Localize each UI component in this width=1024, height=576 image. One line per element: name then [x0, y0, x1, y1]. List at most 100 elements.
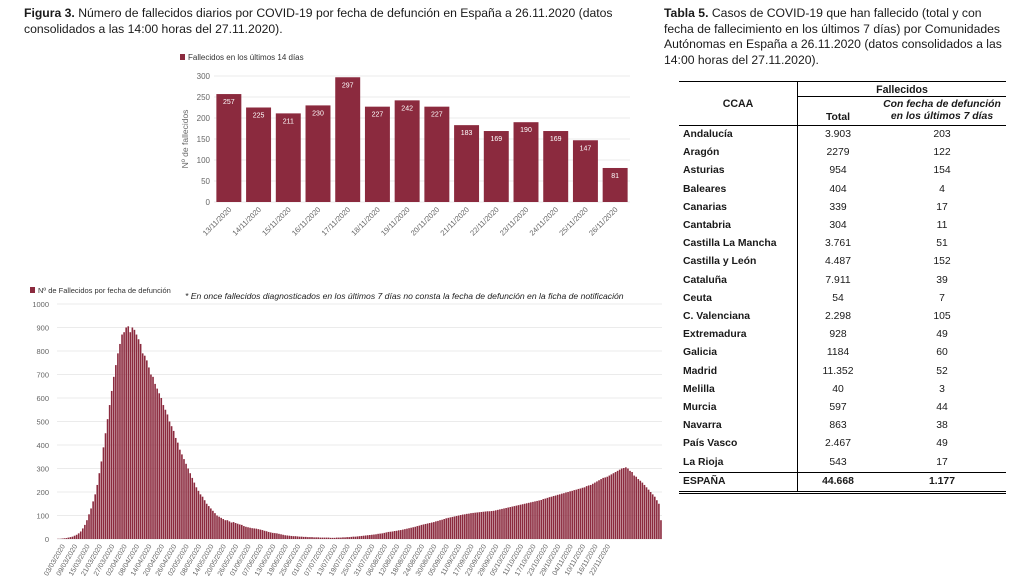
bar	[348, 537, 350, 539]
bar	[298, 536, 301, 539]
bar	[146, 360, 148, 539]
bar	[571, 490, 573, 539]
x-tick-label: 23/11/2020	[498, 205, 531, 238]
bar	[156, 388, 158, 539]
table-row: Cataluña 7.911 39	[679, 271, 1006, 290]
x-tick-label: 15/11/2020	[260, 205, 293, 238]
bar	[296, 536, 299, 539]
bar	[63, 538, 66, 539]
bar	[100, 461, 103, 539]
ccaa-name: Baleares	[683, 183, 727, 195]
ccaa-recent: 3	[939, 383, 945, 395]
bar	[517, 505, 520, 539]
bar	[397, 530, 400, 539]
bar	[319, 537, 322, 539]
bar	[158, 393, 161, 539]
bar	[274, 533, 276, 539]
bar	[393, 531, 396, 539]
bar	[110, 390, 113, 539]
bar	[133, 329, 136, 539]
bar	[402, 529, 404, 539]
bar	[470, 513, 472, 539]
bar	[451, 516, 454, 539]
bar	[181, 454, 183, 539]
bar	[108, 405, 111, 539]
ccaa-name: Cantabria	[683, 220, 731, 232]
bar	[602, 477, 604, 539]
bar	[412, 527, 414, 539]
bar	[622, 468, 625, 539]
bar	[141, 353, 144, 539]
bar	[513, 506, 516, 539]
table-row: La Rioja 543 17	[679, 453, 1006, 473]
bar	[443, 519, 445, 539]
bar	[294, 536, 297, 539]
data-label: 225	[253, 113, 265, 120]
bar	[313, 537, 315, 539]
bar	[445, 518, 448, 539]
table-row: País Vasco 2.467 49	[679, 435, 1006, 454]
bar	[331, 537, 334, 539]
bar	[656, 500, 658, 539]
bar	[391, 531, 394, 539]
bar	[422, 524, 425, 539]
bar	[474, 512, 476, 539]
bar	[174, 437, 177, 539]
bar	[309, 537, 311, 539]
bar	[154, 383, 156, 539]
ccaa-table: CCAA Fallecidos Total Con fecha de defun…	[679, 81, 1006, 495]
bar	[230, 522, 233, 539]
bar	[327, 537, 330, 539]
y-tick-label: 400	[36, 441, 49, 450]
bar	[577, 488, 580, 539]
bar	[271, 532, 274, 539]
bar	[478, 512, 481, 539]
ccaa-name: Aragón	[683, 147, 720, 159]
table-row: Extremadura 928 49	[679, 326, 1006, 345]
bar	[280, 534, 282, 539]
bar	[511, 506, 514, 539]
bar	[542, 499, 545, 539]
bar	[513, 122, 539, 202]
bar	[183, 459, 185, 539]
ccaa-recent: 7	[939, 292, 945, 304]
bar	[546, 497, 549, 539]
data-label: 227	[372, 112, 384, 119]
bar	[354, 536, 357, 539]
bar	[356, 536, 359, 539]
bar	[592, 483, 594, 539]
data-label: 81	[611, 173, 619, 180]
bar	[284, 535, 286, 539]
ccaa-recent: 105	[933, 311, 951, 323]
bar	[86, 520, 88, 539]
bar	[534, 501, 536, 539]
table-row: Asturias 954 154	[679, 162, 1006, 181]
bar	[164, 409, 167, 539]
ccaa-recent: 44	[936, 402, 948, 414]
total-name: ESPAÑA	[679, 471, 798, 495]
bar	[484, 511, 487, 539]
bar	[344, 537, 346, 539]
bar	[651, 494, 654, 539]
bar	[377, 533, 379, 539]
ccaa-total: 40	[797, 380, 878, 400]
bar	[193, 482, 196, 539]
bar	[96, 484, 99, 539]
ccaa-total: 304	[797, 217, 878, 236]
bar	[338, 537, 340, 539]
legend-swatch	[30, 287, 35, 293]
bar	[548, 497, 551, 539]
figure-title-label: Figura 3.	[24, 6, 75, 20]
bar	[197, 490, 200, 539]
bar	[201, 496, 204, 539]
data-label: 190	[520, 127, 532, 134]
bar	[333, 537, 336, 539]
bar	[212, 510, 214, 539]
table-row: Aragón 2279 122	[679, 144, 1006, 163]
data-label: 227	[431, 112, 443, 119]
bar	[521, 504, 524, 539]
bar	[641, 482, 644, 539]
table-row: Castilla y León 4.487 152	[679, 253, 1006, 272]
ccaa-total: 2.467	[797, 435, 878, 454]
figure-title: Figura 3. Número de fallecidos diarios p…	[24, 6, 614, 37]
